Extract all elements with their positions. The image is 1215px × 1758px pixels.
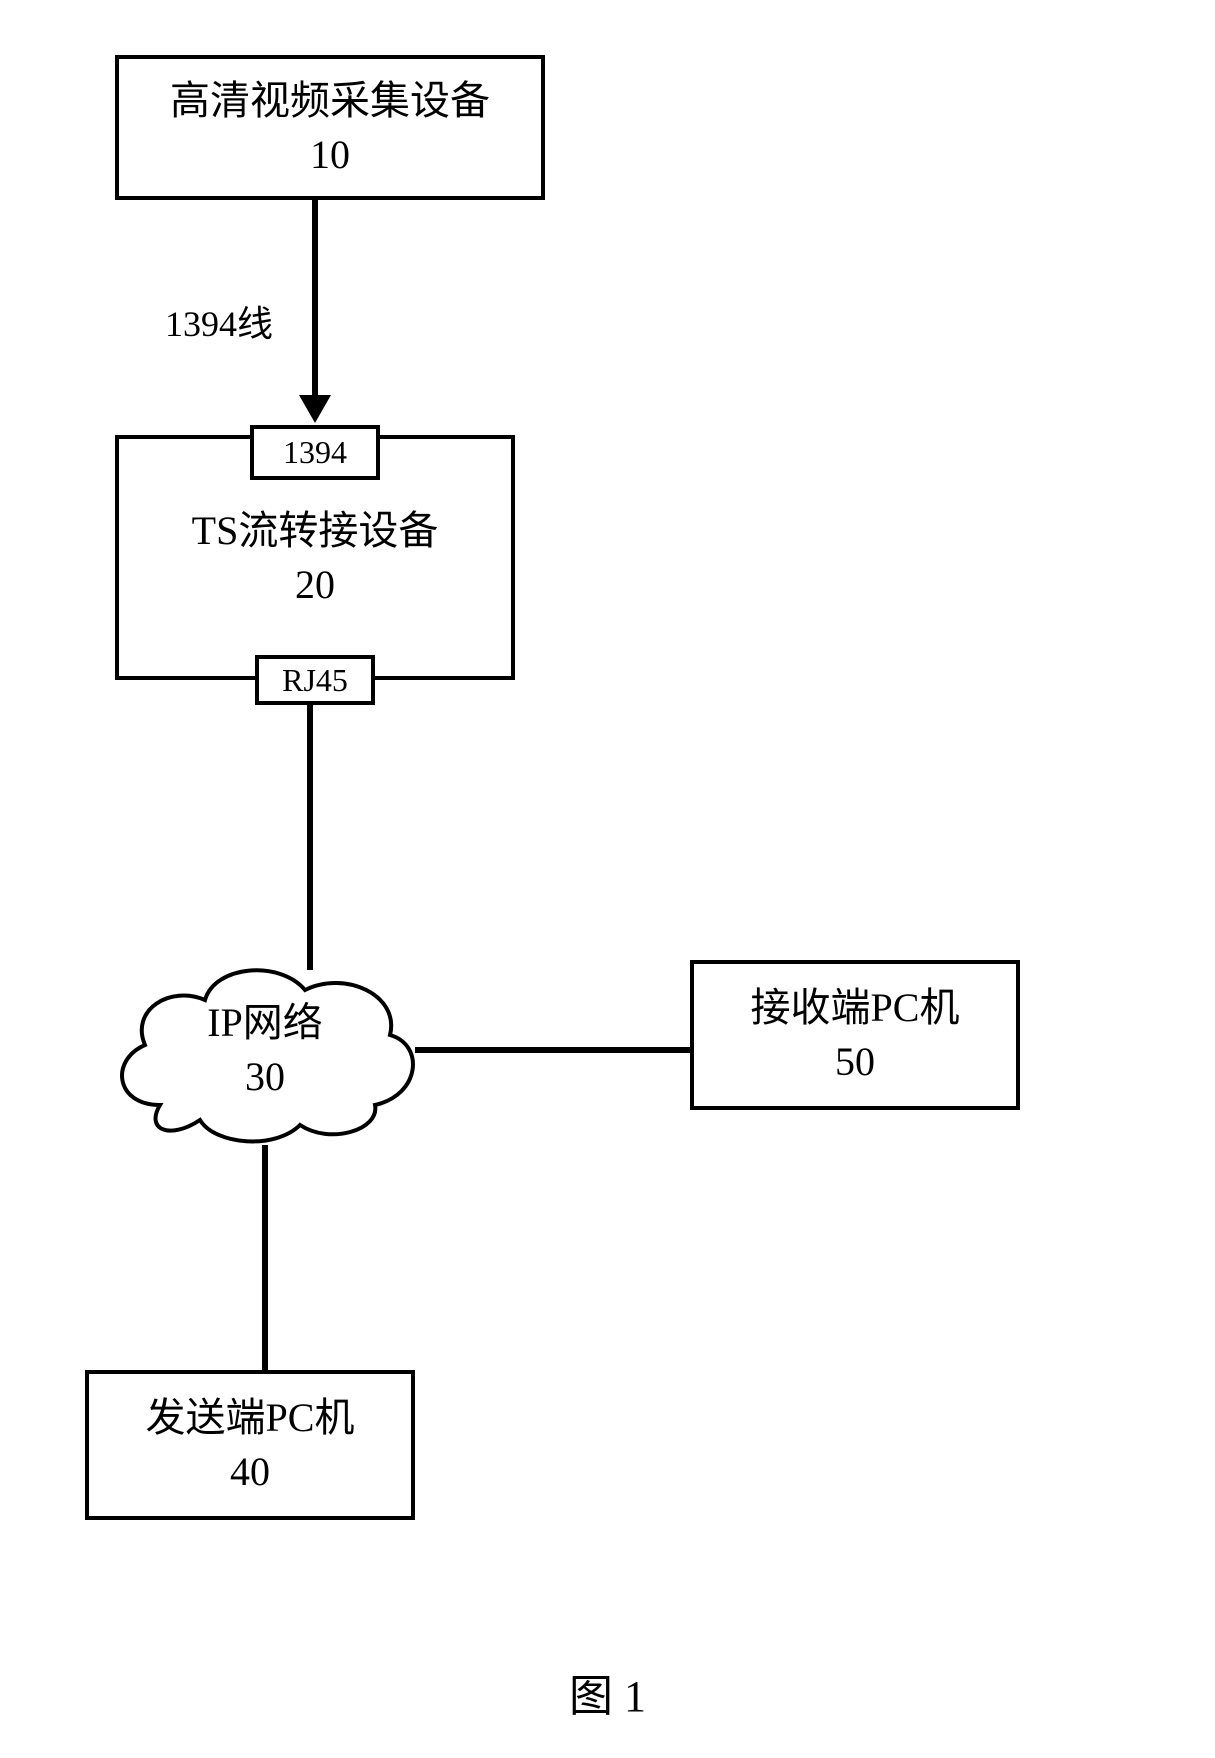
node-40-title: 发送端PC机: [146, 1391, 355, 1445]
node-40-id: 40: [230, 1445, 270, 1499]
node-10-title: 高清视频采集设备: [170, 74, 490, 128]
node-20-title: TS流转接设备: [192, 504, 439, 558]
port-1394-label: 1394: [283, 434, 347, 471]
edge-1394-line: [312, 200, 318, 400]
node-10-id: 10: [310, 128, 350, 182]
node-30-title: IP网络: [207, 996, 323, 1050]
port-rj45: RJ45: [255, 655, 375, 705]
node-receiver-pc: 接收端PC机 50: [690, 960, 1020, 1110]
node-sender-pc: 发送端PC机 40: [85, 1370, 415, 1520]
node-ip-network-cloud: IP网络 30: [100, 945, 430, 1155]
edge-rj45-to-cloud: [307, 705, 313, 970]
edge-1394-arrowhead: [299, 395, 331, 423]
port-1394: 1394: [250, 425, 380, 480]
diagram-container: 高清视频采集设备 10 1394线 TS流转接设备 20 1394 RJ45 I…: [0, 0, 1215, 1758]
figure-caption: 图 1: [0, 1660, 1215, 1724]
node-20-id: 20: [295, 558, 335, 612]
edge-cloud-to-sender: [262, 1145, 268, 1370]
edge-cloud-to-receiver: [415, 1047, 690, 1053]
node-30-id: 30: [245, 1050, 285, 1104]
node-hd-capture-device: 高清视频采集设备 10: [115, 55, 545, 200]
edge-1394-label: 1394线: [165, 295, 273, 347]
port-rj45-label: RJ45: [282, 662, 348, 699]
node-50-title: 接收端PC机: [751, 981, 960, 1035]
node-50-id: 50: [835, 1035, 875, 1089]
